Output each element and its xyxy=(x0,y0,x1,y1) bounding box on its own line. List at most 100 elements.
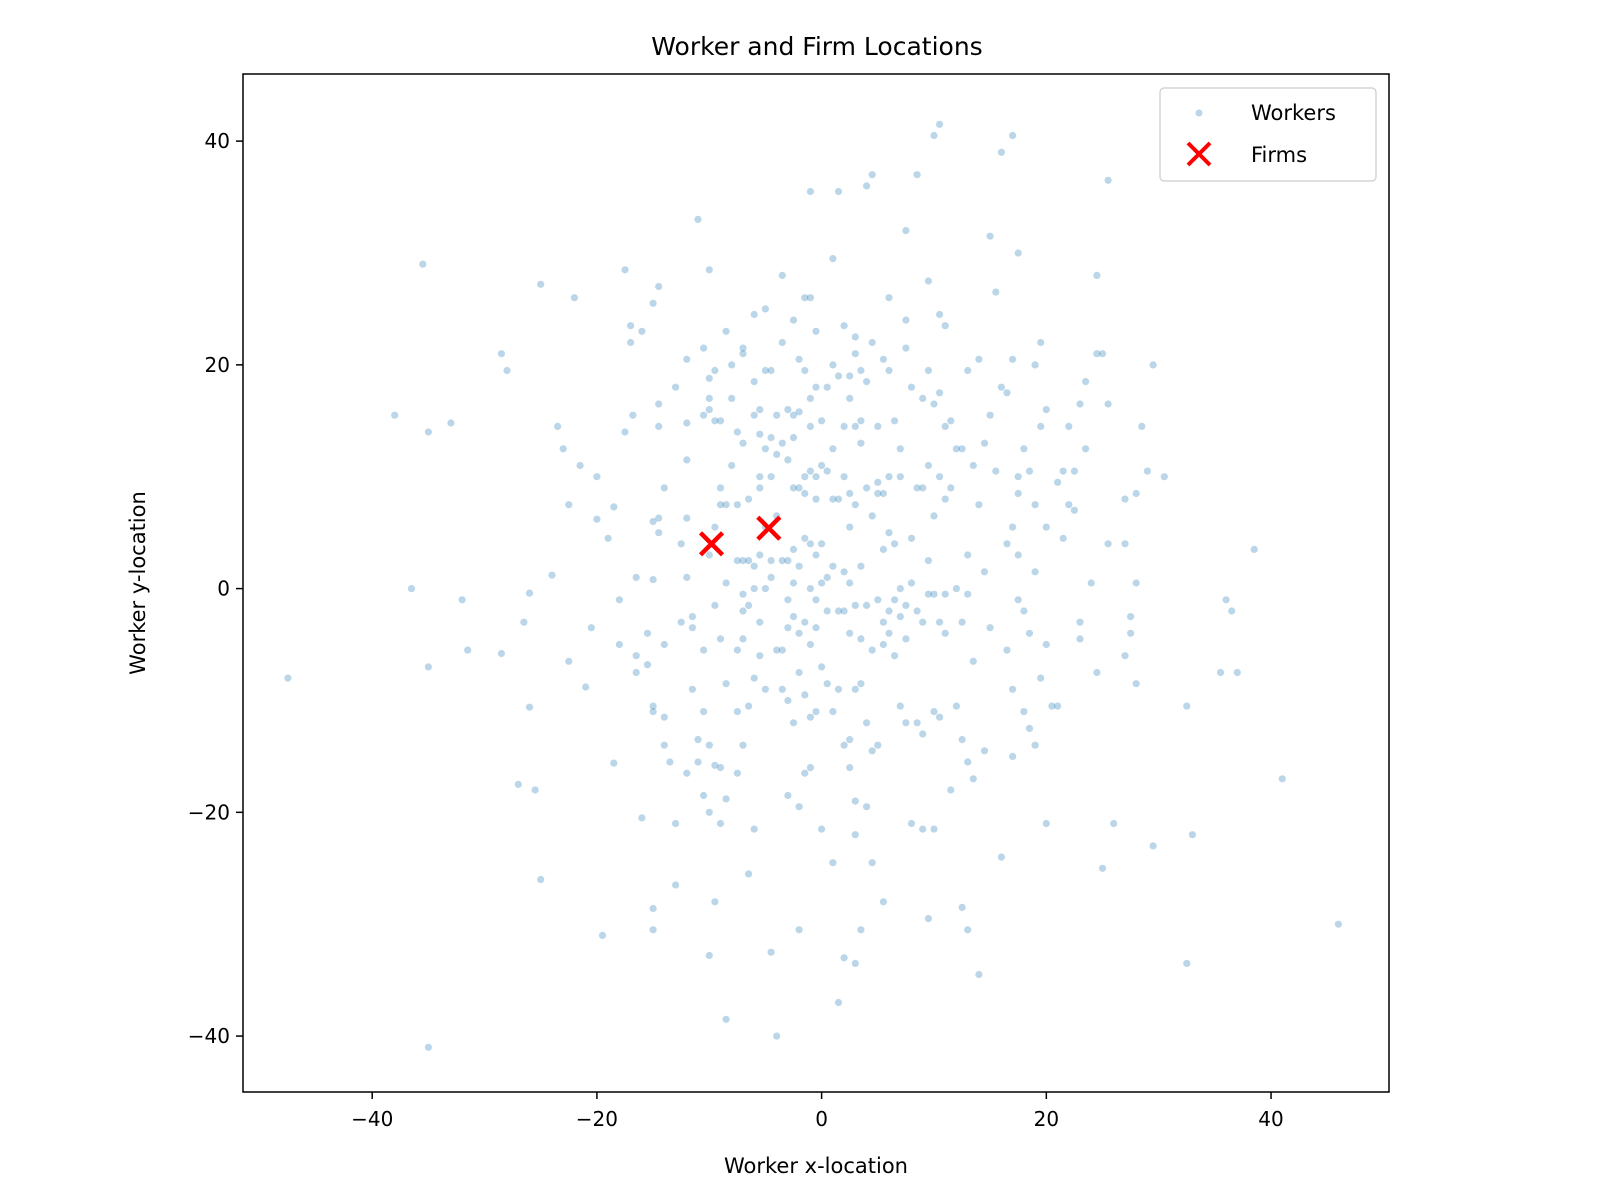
worker-point xyxy=(1009,523,1017,531)
worker-point xyxy=(874,741,882,749)
worker-point xyxy=(896,613,904,621)
worker-point xyxy=(958,445,966,453)
worker-point xyxy=(705,406,713,414)
worker-point xyxy=(789,579,798,587)
worker-point xyxy=(767,557,775,565)
x-tick-label: −40 xyxy=(351,1107,393,1131)
worker-point xyxy=(520,618,528,626)
worker-point xyxy=(627,322,635,330)
worker-point xyxy=(936,473,944,481)
worker-point xyxy=(1149,842,1157,850)
worker-point xyxy=(902,344,910,352)
worker-point xyxy=(975,355,983,363)
worker-point xyxy=(1014,489,1022,498)
worker-point xyxy=(655,422,663,430)
worker-point xyxy=(604,534,612,542)
legend-frame xyxy=(1159,87,1377,182)
worker-point xyxy=(576,461,584,470)
worker-point xyxy=(649,299,657,307)
worker-point xyxy=(773,1032,781,1040)
worker-point xyxy=(629,411,637,419)
worker-point xyxy=(745,495,753,503)
worker-point xyxy=(733,501,742,509)
worker-point xyxy=(1250,545,1258,554)
worker-point xyxy=(980,568,989,576)
worker-point xyxy=(919,618,927,626)
worker-point xyxy=(806,294,815,302)
worker-point xyxy=(846,579,854,587)
worker-point xyxy=(1121,652,1129,660)
firm-point xyxy=(756,515,782,541)
worker-point xyxy=(1065,501,1073,509)
worker-point xyxy=(913,719,921,727)
worker-point xyxy=(660,741,668,749)
worker-point xyxy=(424,1043,432,1051)
worker-point xyxy=(419,260,427,268)
worker-point xyxy=(778,685,786,693)
worker-point xyxy=(1070,506,1078,514)
worker-point xyxy=(840,607,848,615)
worker-point xyxy=(672,881,680,889)
worker-point xyxy=(907,383,916,391)
worker-point xyxy=(503,366,511,375)
worker-point xyxy=(1076,618,1084,626)
worker-point xyxy=(1149,361,1157,369)
worker-point xyxy=(924,557,933,565)
worker-point xyxy=(834,607,843,615)
worker-point xyxy=(672,819,680,828)
worker-point xyxy=(1233,668,1241,677)
worker-point xyxy=(919,484,927,492)
chart-title: Worker and Firm Locations xyxy=(651,32,982,61)
worker-point xyxy=(806,713,815,721)
worker-point xyxy=(801,691,809,699)
worker-point xyxy=(1020,708,1028,716)
worker-point xyxy=(1076,635,1084,643)
worker-point xyxy=(812,473,820,481)
worker-point xyxy=(1048,702,1056,710)
worker-point xyxy=(739,607,747,615)
legend: Workers Firms xyxy=(1159,87,1377,182)
worker-point xyxy=(863,182,871,190)
worker-point xyxy=(750,411,758,419)
worker-point xyxy=(1093,271,1101,279)
worker-point xyxy=(716,501,725,509)
worker-point xyxy=(1037,674,1045,682)
worker-point xyxy=(879,640,888,649)
worker-point xyxy=(885,473,893,481)
worker-point xyxy=(896,445,904,453)
worker-point xyxy=(896,585,904,593)
worker-point xyxy=(1003,389,1011,397)
worker-point xyxy=(593,473,601,481)
worker-point xyxy=(649,708,657,716)
worker-point xyxy=(582,683,590,691)
worker-point xyxy=(840,422,848,430)
worker-point xyxy=(958,618,966,626)
worker-point xyxy=(424,663,432,671)
worker-point xyxy=(761,585,770,593)
worker-point xyxy=(705,266,713,274)
worker-point xyxy=(1009,131,1017,140)
worker-point xyxy=(913,607,921,615)
worker-point xyxy=(1098,350,1107,358)
worker-point xyxy=(980,747,989,755)
worker-point xyxy=(683,514,691,522)
worker-point xyxy=(812,495,820,503)
worker-point xyxy=(941,495,949,503)
worker-point xyxy=(868,512,876,520)
x-tick-label: −20 xyxy=(576,1107,618,1131)
worker-point xyxy=(924,590,933,598)
worker-point xyxy=(559,445,567,453)
worker-point xyxy=(700,791,708,800)
worker-point xyxy=(818,417,826,425)
x-tick-label: 0 xyxy=(815,1107,828,1131)
worker-point xyxy=(570,294,579,302)
worker-point xyxy=(1132,680,1140,688)
worker-point xyxy=(1110,819,1118,828)
worker-point xyxy=(464,646,472,654)
worker-point xyxy=(649,517,657,526)
worker-point xyxy=(834,998,843,1007)
worker-point xyxy=(728,361,736,369)
worker-point xyxy=(969,657,977,665)
worker-point xyxy=(1104,176,1112,184)
x-tick-label: 40 xyxy=(1258,1107,1283,1131)
